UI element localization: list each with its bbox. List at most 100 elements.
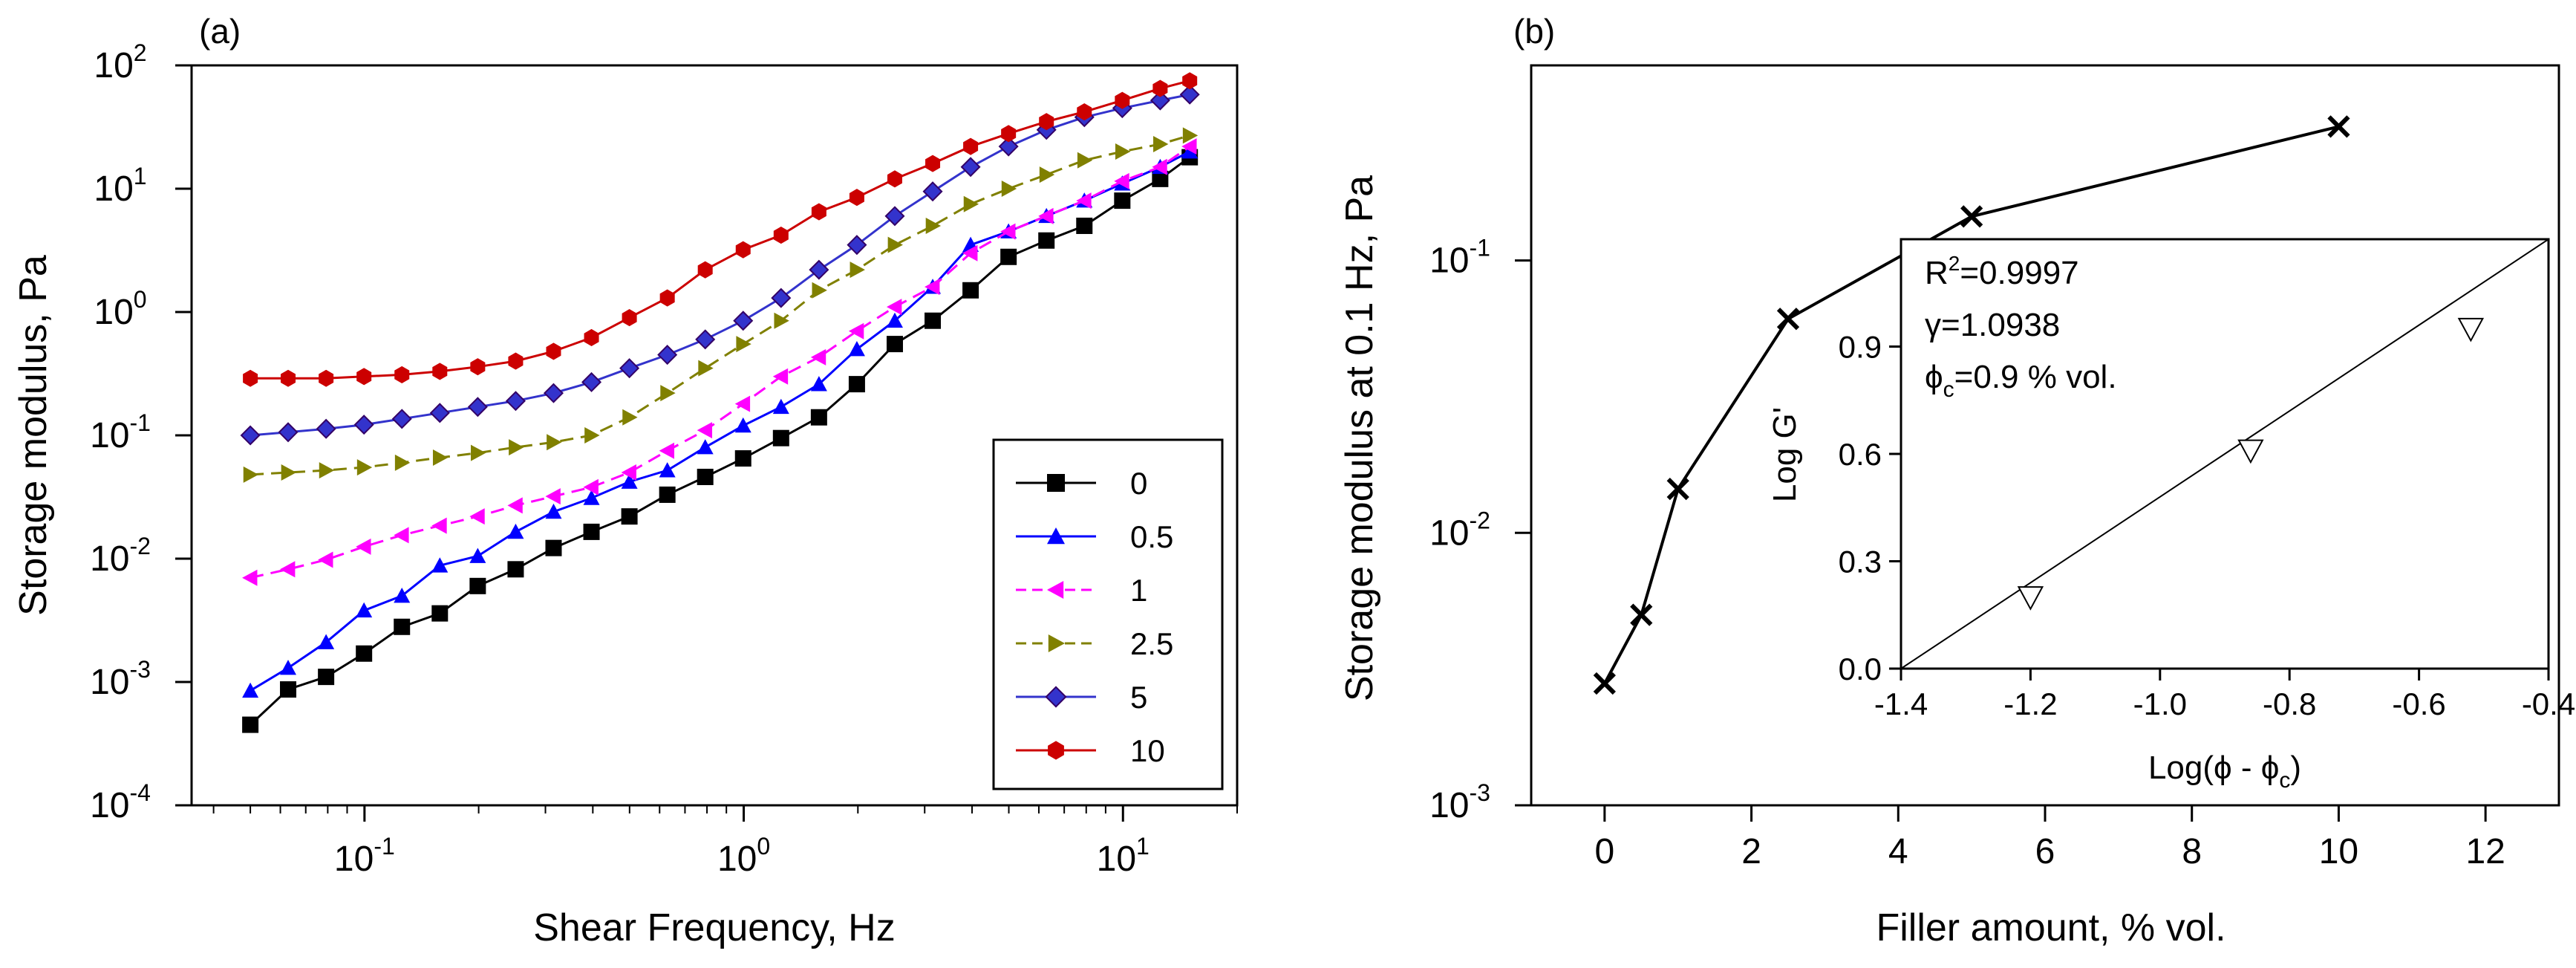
data-marker-stroke — [1666, 477, 1689, 501]
data-point — [1039, 113, 1054, 131]
data-point — [962, 244, 978, 262]
panel-a-x-axis-title: Shear Frequency, Hz — [533, 906, 895, 949]
series-0 — [242, 149, 1199, 733]
data-point — [887, 236, 903, 253]
data-point — [1152, 158, 1167, 175]
data-point — [697, 439, 714, 455]
legend-item: 5 — [1016, 680, 1147, 715]
data-marker-stroke — [1630, 603, 1653, 626]
panel-a-legend: 0 0.5 1 2.5 5 10 — [992, 438, 1224, 790]
data-point — [697, 468, 714, 485]
data-point — [1001, 181, 1017, 197]
data-point — [281, 464, 297, 481]
data-point — [242, 716, 259, 733]
x-tick-label: 2 — [1741, 832, 1761, 871]
data-point — [1181, 138, 1197, 155]
data-point — [659, 486, 676, 503]
data-point — [505, 391, 526, 412]
data-point — [356, 368, 372, 386]
data-point — [1593, 672, 1616, 695]
legend-label: 1 — [1130, 573, 1147, 608]
data-point — [963, 137, 979, 155]
data-point — [432, 363, 448, 380]
legend-marker — [1045, 686, 1067, 708]
data-point — [1114, 172, 1129, 189]
panel-a-y-axis-title: Storage modulus, Pa — [12, 255, 55, 616]
inset-y-ticks: 0.0 0.3 0.6 0.9 — [1839, 330, 1901, 686]
data-point — [733, 311, 754, 331]
data-point — [848, 376, 865, 393]
y-tick-label: 10-3 — [90, 656, 151, 702]
data-point — [925, 155, 941, 172]
legend-marker — [1047, 527, 1065, 545]
data-point — [319, 462, 335, 479]
data-point — [356, 459, 373, 476]
data-point — [356, 645, 373, 662]
data-point — [1001, 125, 1017, 143]
data-marker-stroke — [1593, 672, 1616, 695]
inset-fit-line — [1900, 238, 2549, 669]
data-point — [391, 409, 412, 429]
series-10 — [243, 72, 1198, 387]
data-point — [467, 397, 488, 418]
data-point — [471, 444, 486, 461]
chart-panel-a: (a) 10-1 100 101 10-410-310-210-1100101102… — [12, 12, 1239, 949]
legend-box — [992, 438, 1224, 790]
data-point — [431, 517, 447, 534]
inset-data — [1900, 238, 2549, 669]
x-tick-label: 12 — [2465, 832, 2505, 871]
data-point — [1039, 166, 1055, 183]
inset-x-tick-label: -0.4 — [2522, 686, 2575, 721]
data-point — [543, 383, 564, 403]
data-point — [583, 478, 599, 496]
panel-b-series — [1593, 115, 2350, 695]
data-point — [1000, 223, 1016, 240]
data-marker-stroke — [1960, 205, 1983, 228]
data-point — [356, 538, 371, 555]
x-tick-label: 10-1 — [334, 833, 395, 879]
data-point — [581, 371, 602, 392]
data-point — [812, 282, 827, 299]
data-point — [735, 241, 751, 259]
data-point — [695, 329, 716, 350]
legend-label: 5 — [1130, 680, 1147, 715]
data-point — [771, 288, 792, 308]
data-point — [998, 136, 1019, 157]
series-line — [250, 145, 1191, 579]
inset-gamma-annotation: γ=1.0938 — [1925, 307, 2060, 343]
inset-y-tick-label: 0.0 — [1839, 652, 1882, 686]
data-point — [660, 385, 676, 402]
data-point — [278, 422, 299, 443]
data-point — [734, 450, 751, 467]
legend-item: 1 — [1016, 573, 1147, 608]
data-point — [734, 395, 751, 412]
data-point — [886, 299, 902, 316]
data-point — [773, 226, 789, 244]
data-point — [394, 587, 411, 603]
data-point — [584, 427, 600, 444]
data-point — [1152, 170, 1169, 187]
inset-x-axis-title: Log(ϕ - ϕc) — [2148, 750, 2301, 793]
data-point — [431, 557, 449, 573]
data-point — [280, 681, 297, 698]
data-point — [353, 415, 374, 435]
data-point — [316, 418, 336, 439]
data-marker-stroke — [2327, 115, 2350, 138]
data-point — [394, 454, 411, 471]
inset-y-axis-title: Log G' — [1767, 407, 1803, 502]
data-point — [429, 403, 450, 423]
legend-item: 0.5 — [1016, 519, 1173, 554]
data-point — [962, 282, 979, 299]
data-point — [547, 434, 562, 451]
x-tick-label: 6 — [2035, 832, 2055, 871]
data-point — [622, 409, 638, 426]
data-point — [697, 422, 713, 439]
data-point — [1182, 72, 1198, 90]
series-line — [1603, 125, 2339, 684]
y-tick-label: 10-2 — [90, 533, 151, 579]
legend-label: 10 — [1130, 733, 1165, 768]
data-point — [1630, 603, 1653, 626]
data-point — [736, 336, 751, 353]
data-point — [697, 261, 713, 279]
